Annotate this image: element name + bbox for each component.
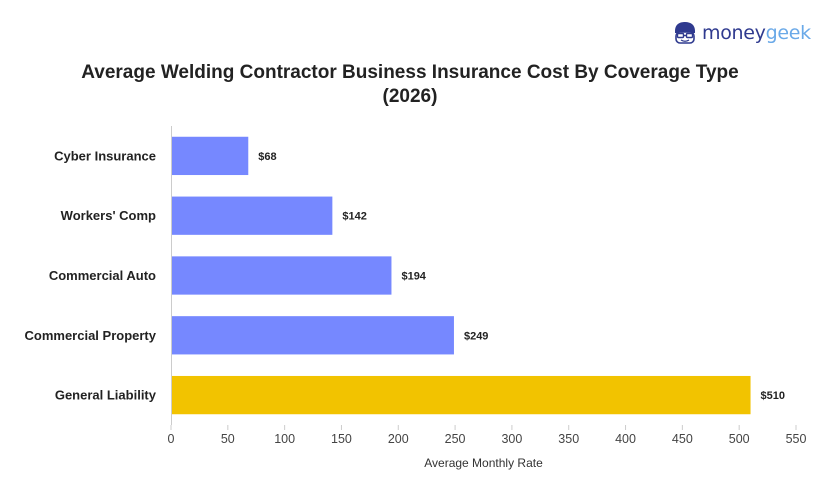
x-tick-label-100: 100 xyxy=(274,432,295,446)
value-label-cyber-insurance: $68 xyxy=(258,151,276,163)
brand-name-part1: money xyxy=(702,22,766,44)
x-tick-label-500: 500 xyxy=(729,432,750,446)
x-tick-label-300: 300 xyxy=(501,432,522,446)
value-label-general-liability: $510 xyxy=(761,390,785,402)
bars-group: Cyber Insurance $68 Workers' Comp $142 Comme… xyxy=(25,136,785,415)
x-tick-label-250: 250 xyxy=(445,432,466,446)
x-tick-label-550: 550 xyxy=(786,432,807,446)
bar-general-liability xyxy=(172,375,751,415)
bar-workers-comp xyxy=(172,196,333,235)
moneygeek-logo: moneygeek xyxy=(672,20,811,46)
x-tick-label-450: 450 xyxy=(672,432,693,446)
value-label-commercial-property: $249 xyxy=(464,330,488,342)
bar-commercial-auto xyxy=(172,256,392,295)
x-tick-label-50: 50 xyxy=(221,432,235,446)
x-axis-title: Average Monthly Rate xyxy=(424,456,543,470)
category-label-commercial-auto: Commercial Auto xyxy=(49,268,156,283)
value-label-commercial-auto: $194 xyxy=(401,271,426,283)
category-label-cyber-insurance: Cyber Insurance xyxy=(54,148,156,163)
x-tick-label-0: 0 xyxy=(168,432,175,446)
bar-commercial-property xyxy=(172,316,454,355)
category-label-workers-comp: Workers' Comp xyxy=(61,208,156,223)
bar-cyber-insurance xyxy=(172,136,249,176)
chart-title-line1: Average Welding Contractor Business Insu… xyxy=(81,62,739,83)
x-tick-label-150: 150 xyxy=(331,432,352,446)
x-tick-label-200: 200 xyxy=(388,432,409,446)
brand-name-part2: geek xyxy=(765,22,812,44)
chart-title-line2: (2026) xyxy=(382,86,438,107)
x-tick-label-400: 400 xyxy=(615,432,636,446)
x-tick-label-350: 350 xyxy=(558,432,579,446)
brand-name: moneygeek xyxy=(702,22,811,44)
category-label-general-liability: General Liability xyxy=(55,388,157,403)
value-label-workers-comp: $142 xyxy=(342,211,366,223)
chart-title: Average Welding Contractor Business Insu… xyxy=(0,61,820,109)
category-label-commercial-property: Commercial Property xyxy=(25,328,157,343)
moneygeek-face-icon xyxy=(675,22,695,44)
x-axis-ticks: 0 50 100 150 200 250 300 350 400 450 500 550 xyxy=(168,425,807,446)
